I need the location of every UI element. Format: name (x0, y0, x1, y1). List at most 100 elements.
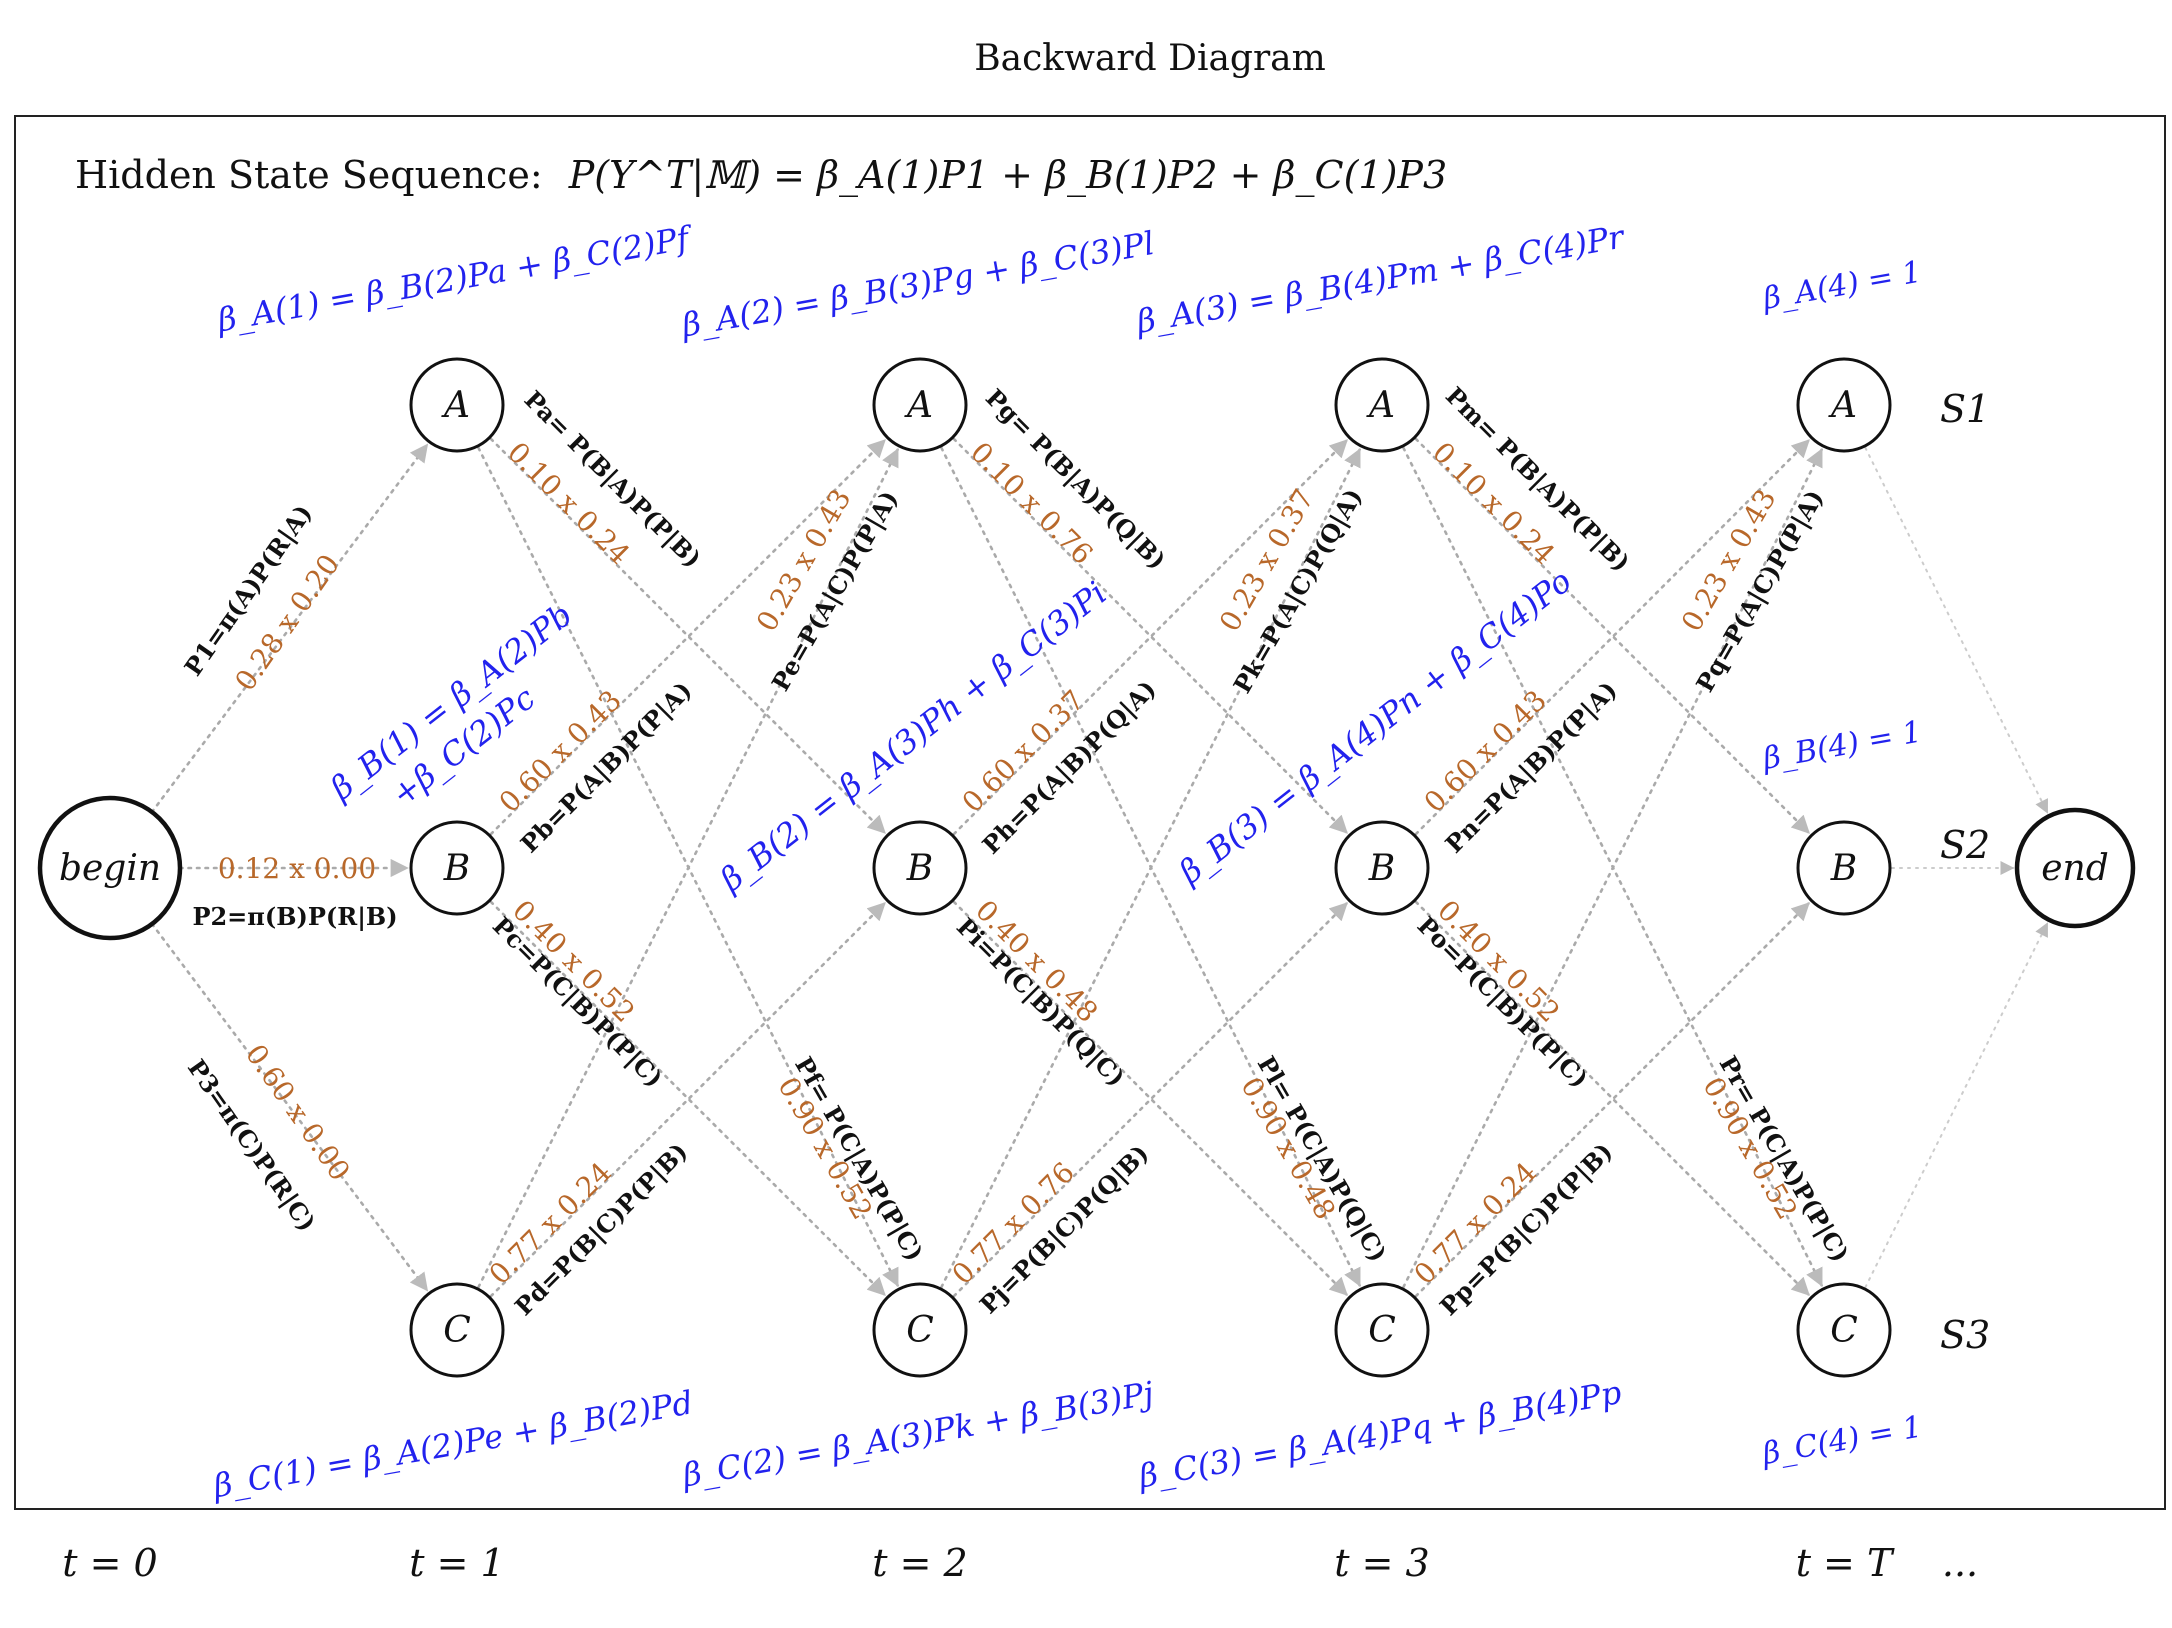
header-formula: Hidden State Sequence: P(Y^T|𝕄) = β_A(1)… (75, 153, 1447, 198)
edge-label-1-AC: Pf= P(C|A)P(P|C) (789, 1052, 929, 1266)
node-C-t3-circle (1334, 1282, 1430, 1378)
edge-A1-B2 (489, 437, 886, 834)
time-label-3: t = 3 (1334, 1541, 1429, 1585)
node-A-t2-label: A (904, 385, 933, 426)
diagram-frame (14, 115, 2166, 1510)
header-formula-text: P(Y^T|𝕄) = β_A(1)P1 + β_B(1)P2 + β_C(1)P… (568, 153, 1447, 198)
node-A-t3-label: A (1366, 385, 1395, 426)
edge-A3-B4 (1414, 437, 1810, 834)
node-C-t2-circle (872, 1282, 968, 1378)
beta-C-3: β_C(3) = β_A(4)Pq + β_B(4)Pp (1135, 1373, 1624, 1495)
edge-begin-C (150, 922, 429, 1292)
node-B-t3: B (1334, 820, 1430, 916)
edge-mult-1-AB: 0.10 x 0.24 (501, 436, 636, 571)
node-A-t2-circle (872, 357, 968, 453)
node-B-t4-label: B (1830, 848, 1857, 889)
node-B-t1-label: B (443, 848, 470, 889)
edge-C3-A4 (1402, 448, 1823, 1289)
node-A-t4-label: A (1828, 385, 1857, 426)
node-A-t1-label: A (441, 385, 470, 426)
state-names: S1 S2 S3 (1940, 387, 1990, 1357)
node-A-t1: A (409, 357, 505, 453)
node-begin: begin (37, 795, 183, 941)
edge-B1-C2 (489, 900, 886, 1296)
diagram-title: Backward Diagram (974, 38, 1326, 79)
time-axis: t = 0 t = 1 t = 2 t = 3 t = T ... (62, 1541, 1978, 1585)
node-C-t4-circle (1796, 1282, 1892, 1378)
node-A-t4-circle (1796, 357, 1892, 453)
beta-A-1: β_A(1) = β_B(2)Pa + β_C(2)Pf (214, 218, 697, 339)
node-C-t2-label: C (906, 1310, 934, 1351)
node-C-t4: C (1796, 1282, 1892, 1378)
node-end: end (2014, 807, 2136, 929)
edge-label-2-BC: Pi=P(C|B)P(Q|C) (951, 912, 1131, 1092)
beta-A-4: β_A(4) = 1 (1760, 255, 1924, 317)
edge-label-P2: P2=π(B)P(R|B) (192, 902, 397, 931)
time-label-1: t = 1 (409, 1541, 504, 1585)
edge-A2-B3 (952, 437, 1348, 834)
edges-layer (150, 437, 2049, 1298)
edge-B1-A2 (489, 439, 886, 836)
edge-B3-C4 (1414, 900, 1810, 1296)
node-A-t3: A (1334, 357, 1430, 453)
beta-A-3: β_A(3) = β_B(4)Pm + β_C(4)Pr (1133, 217, 1628, 341)
edge-mult-P2: 0.12 x 0.00 (218, 852, 376, 885)
node-B-t2: B (872, 820, 968, 916)
edge-B3-A4 (1414, 439, 1810, 836)
edge-begin-A (150, 443, 429, 814)
nodes-layer: begin end A B C A B C A B C A B C (37, 357, 2136, 1378)
node-B-t2-circle (872, 820, 968, 916)
state-name-s2: S2 (1940, 823, 1990, 867)
beta-C-2: β_C(2) = β_A(3)Pk + β_B(3)Pj (679, 1374, 1157, 1494)
edge-C1-B2 (489, 902, 886, 1298)
edge-B2-A3 (952, 439, 1348, 836)
node-B-t4-circle (1796, 820, 1892, 916)
node-C-t3: C (1334, 1282, 1430, 1378)
node-A-t1-circle (409, 357, 505, 453)
edge-C3-B4 (1414, 902, 1810, 1298)
node-A-t3-circle (1334, 357, 1430, 453)
edge-C2-B3 (952, 902, 1348, 1298)
beta-A-2: β_A(2) = β_B(3)Pg + β_C(3)Pl (678, 224, 1157, 345)
state-name-s1: S1 (1940, 387, 1990, 431)
edge-label-2-AC: Pl= P(C|A)P(Q|C) (1252, 1051, 1393, 1267)
time-label-2: t = 2 (872, 1541, 967, 1585)
edge-label-1-BC: Pc=P(C|B)P(P|C) (487, 911, 669, 1093)
node-begin-label: begin (59, 848, 161, 889)
node-B-t1-circle (409, 820, 505, 916)
edge-label-3-BC: Po=P(C|B)P(P|C) (1412, 911, 1594, 1093)
node-end-circle (2014, 807, 2136, 929)
node-C-t4-label: C (1830, 1310, 1858, 1351)
node-begin-circle (37, 795, 183, 941)
node-C-t3-label: C (1368, 1310, 1396, 1351)
node-B-t3-label: B (1368, 848, 1395, 889)
node-B-t2-label: B (906, 848, 933, 889)
node-B-t4: B (1796, 820, 1892, 916)
state-name-s3: S3 (1940, 1313, 1990, 1357)
edge-C-end (1864, 922, 2049, 1289)
time-label-ellipsis: ... (1942, 1541, 1978, 1585)
beta-C-4: β_C(4) = 1 (1759, 1409, 1925, 1472)
node-C-t1-label: C (443, 1310, 471, 1351)
edge-C2-A3 (940, 448, 1361, 1289)
node-C-t1: C (409, 1282, 505, 1378)
edge-C1-A2 (477, 448, 899, 1289)
node-B-t1: B (409, 820, 505, 916)
header-prefix: Hidden State Sequence: (75, 153, 543, 197)
node-end-label: end (2041, 848, 2109, 889)
node-A-t2: A (872, 357, 968, 453)
beta-C-1: β_C(1) = β_A(2)Pe + β_B(2)Pd (210, 1383, 696, 1505)
node-C-t1-circle (409, 1282, 505, 1378)
edge-label-3-AC: Pr= P(C|A)P(P|C) (1714, 1051, 1856, 1267)
time-label-0: t = 0 (62, 1541, 157, 1585)
node-C-t2: C (872, 1282, 968, 1378)
edge-B2-C3 (952, 900, 1348, 1296)
node-B-t3-circle (1334, 820, 1430, 916)
edge-mult-3-AB: 0.10 x 0.24 (1426, 436, 1561, 571)
node-A-t4: A (1796, 357, 1892, 453)
edge-mult-2-AB: 0.10 x 0.76 (964, 436, 1099, 571)
edge-A-end (1864, 446, 2049, 814)
time-label-T: t = T (1796, 1541, 1895, 1585)
beta-B-4: β_B(4) = 1 (1759, 715, 1924, 777)
